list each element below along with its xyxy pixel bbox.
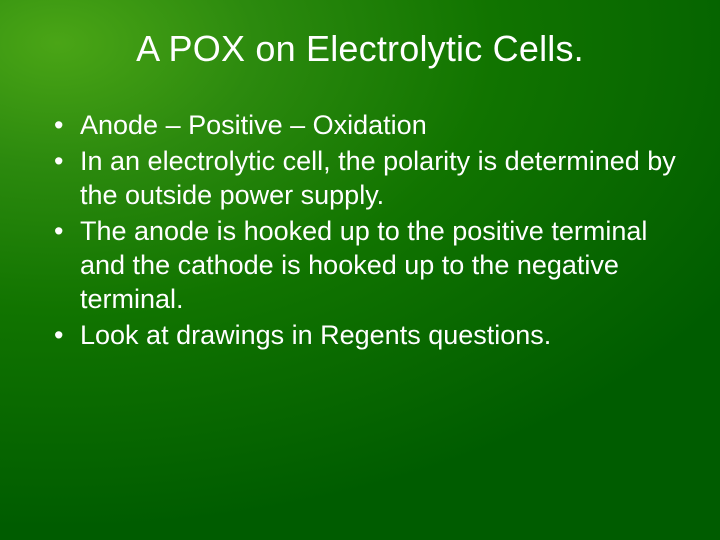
bullet-text: Look at drawings in Regents questions. — [80, 320, 551, 350]
bullet-text: The anode is hooked up to the positive t… — [80, 216, 647, 314]
list-item: Anode – Positive – Oxidation — [54, 108, 690, 142]
list-item: The anode is hooked up to the positive t… — [54, 214, 690, 316]
slide: A POX on Electrolytic Cells. Anode – Pos… — [0, 0, 720, 540]
bullet-text: In an electrolytic cell, the polarity is… — [80, 146, 676, 210]
slide-title: A POX on Electrolytic Cells. — [30, 28, 690, 70]
list-item: Look at drawings in Regents questions. — [54, 318, 690, 352]
bullet-list: Anode – Positive – Oxidation In an elect… — [30, 108, 690, 352]
list-item: In an electrolytic cell, the polarity is… — [54, 144, 690, 212]
bullet-text: Anode – Positive – Oxidation — [80, 110, 427, 140]
